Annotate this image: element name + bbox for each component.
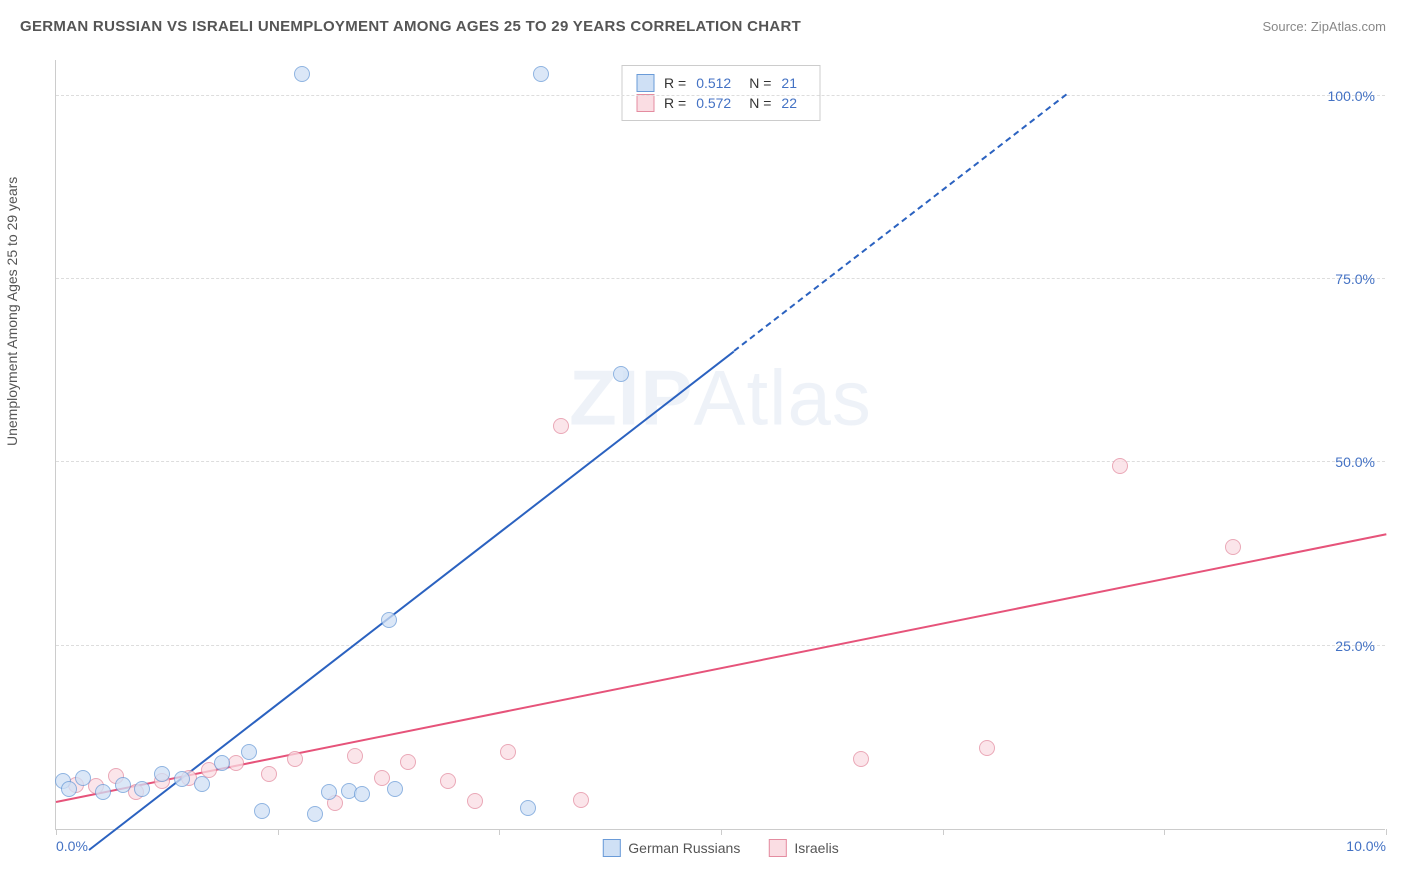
data-point-german-russians (533, 66, 549, 82)
data-point-german-russians (294, 66, 310, 82)
legend-swatch (768, 839, 786, 857)
y-tick-label: 100.0% (1328, 88, 1375, 104)
data-point-german-russians (194, 776, 210, 792)
data-point-german-russians (254, 803, 270, 819)
x-tick-mark (943, 829, 944, 835)
data-point-israelis (261, 766, 277, 782)
data-point-german-russians (214, 755, 230, 771)
data-point-israelis (467, 793, 483, 809)
data-point-german-russians (95, 784, 111, 800)
x-tick-label: 0.0% (56, 838, 88, 854)
x-tick-mark (499, 829, 500, 835)
gridline (56, 278, 1385, 279)
x-tick-label: 10.0% (1346, 838, 1386, 854)
x-tick-mark (56, 829, 57, 835)
data-point-german-russians (381, 612, 397, 628)
y-axis-label: Unemployment Among Ages 25 to 29 years (4, 177, 20, 446)
trend-line-extrapolated (734, 94, 1068, 352)
legend-label: German Russians (628, 840, 740, 856)
data-point-israelis (1225, 539, 1241, 555)
legend-item: German Russians (602, 839, 740, 857)
data-point-german-russians (134, 781, 150, 797)
legend-swatch (636, 74, 654, 92)
data-point-israelis (573, 792, 589, 808)
gridline (56, 461, 1385, 462)
x-tick-mark (721, 829, 722, 835)
watermark: ZIPAtlas (569, 353, 872, 444)
stats-legend-box: R =0.512N =21 R =0.572N =22 (621, 65, 820, 121)
data-point-german-russians (61, 781, 77, 797)
data-point-israelis (1112, 458, 1128, 474)
data-point-israelis (853, 751, 869, 767)
data-point-israelis (440, 773, 456, 789)
data-point-german-russians (354, 786, 370, 802)
data-point-israelis (553, 418, 569, 434)
chart-source: Source: ZipAtlas.com (1262, 19, 1386, 34)
data-point-german-russians (321, 784, 337, 800)
data-point-german-russians (174, 771, 190, 787)
chart-title: GERMAN RUSSIAN VS ISRAELI UNEMPLOYMENT A… (20, 18, 801, 35)
data-point-israelis (400, 754, 416, 770)
legend-swatch (636, 94, 654, 112)
data-point-german-russians (307, 806, 323, 822)
legend-item: Israelis (768, 839, 838, 857)
data-point-german-russians (75, 770, 91, 786)
data-point-israelis (374, 770, 390, 786)
data-point-german-russians (241, 744, 257, 760)
data-point-german-russians (154, 766, 170, 782)
data-point-german-russians (520, 800, 536, 816)
legend-swatch (602, 839, 620, 857)
trend-line (56, 534, 1386, 804)
stats-row: R =0.512N =21 (636, 74, 805, 92)
data-point-israelis (287, 751, 303, 767)
x-tick-mark (278, 829, 279, 835)
stats-row: R =0.572N =22 (636, 94, 805, 112)
data-point-israelis (347, 748, 363, 764)
data-point-german-russians (387, 781, 403, 797)
data-point-israelis (500, 744, 516, 760)
y-tick-label: 25.0% (1335, 638, 1375, 654)
plot-area: ZIPAtlas R =0.512N =21R =0.572N =22 Germ… (55, 60, 1385, 830)
x-tick-mark (1164, 829, 1165, 835)
series-legend: German Russians Israelis (602, 839, 838, 857)
y-tick-label: 75.0% (1335, 271, 1375, 287)
x-tick-mark (1386, 829, 1387, 835)
legend-label: Israelis (794, 840, 838, 856)
data-point-german-russians (115, 777, 131, 793)
y-tick-label: 50.0% (1335, 454, 1375, 470)
gridline (56, 95, 1385, 96)
data-point-israelis (979, 740, 995, 756)
gridline (56, 645, 1385, 646)
data-point-german-russians (613, 366, 629, 382)
